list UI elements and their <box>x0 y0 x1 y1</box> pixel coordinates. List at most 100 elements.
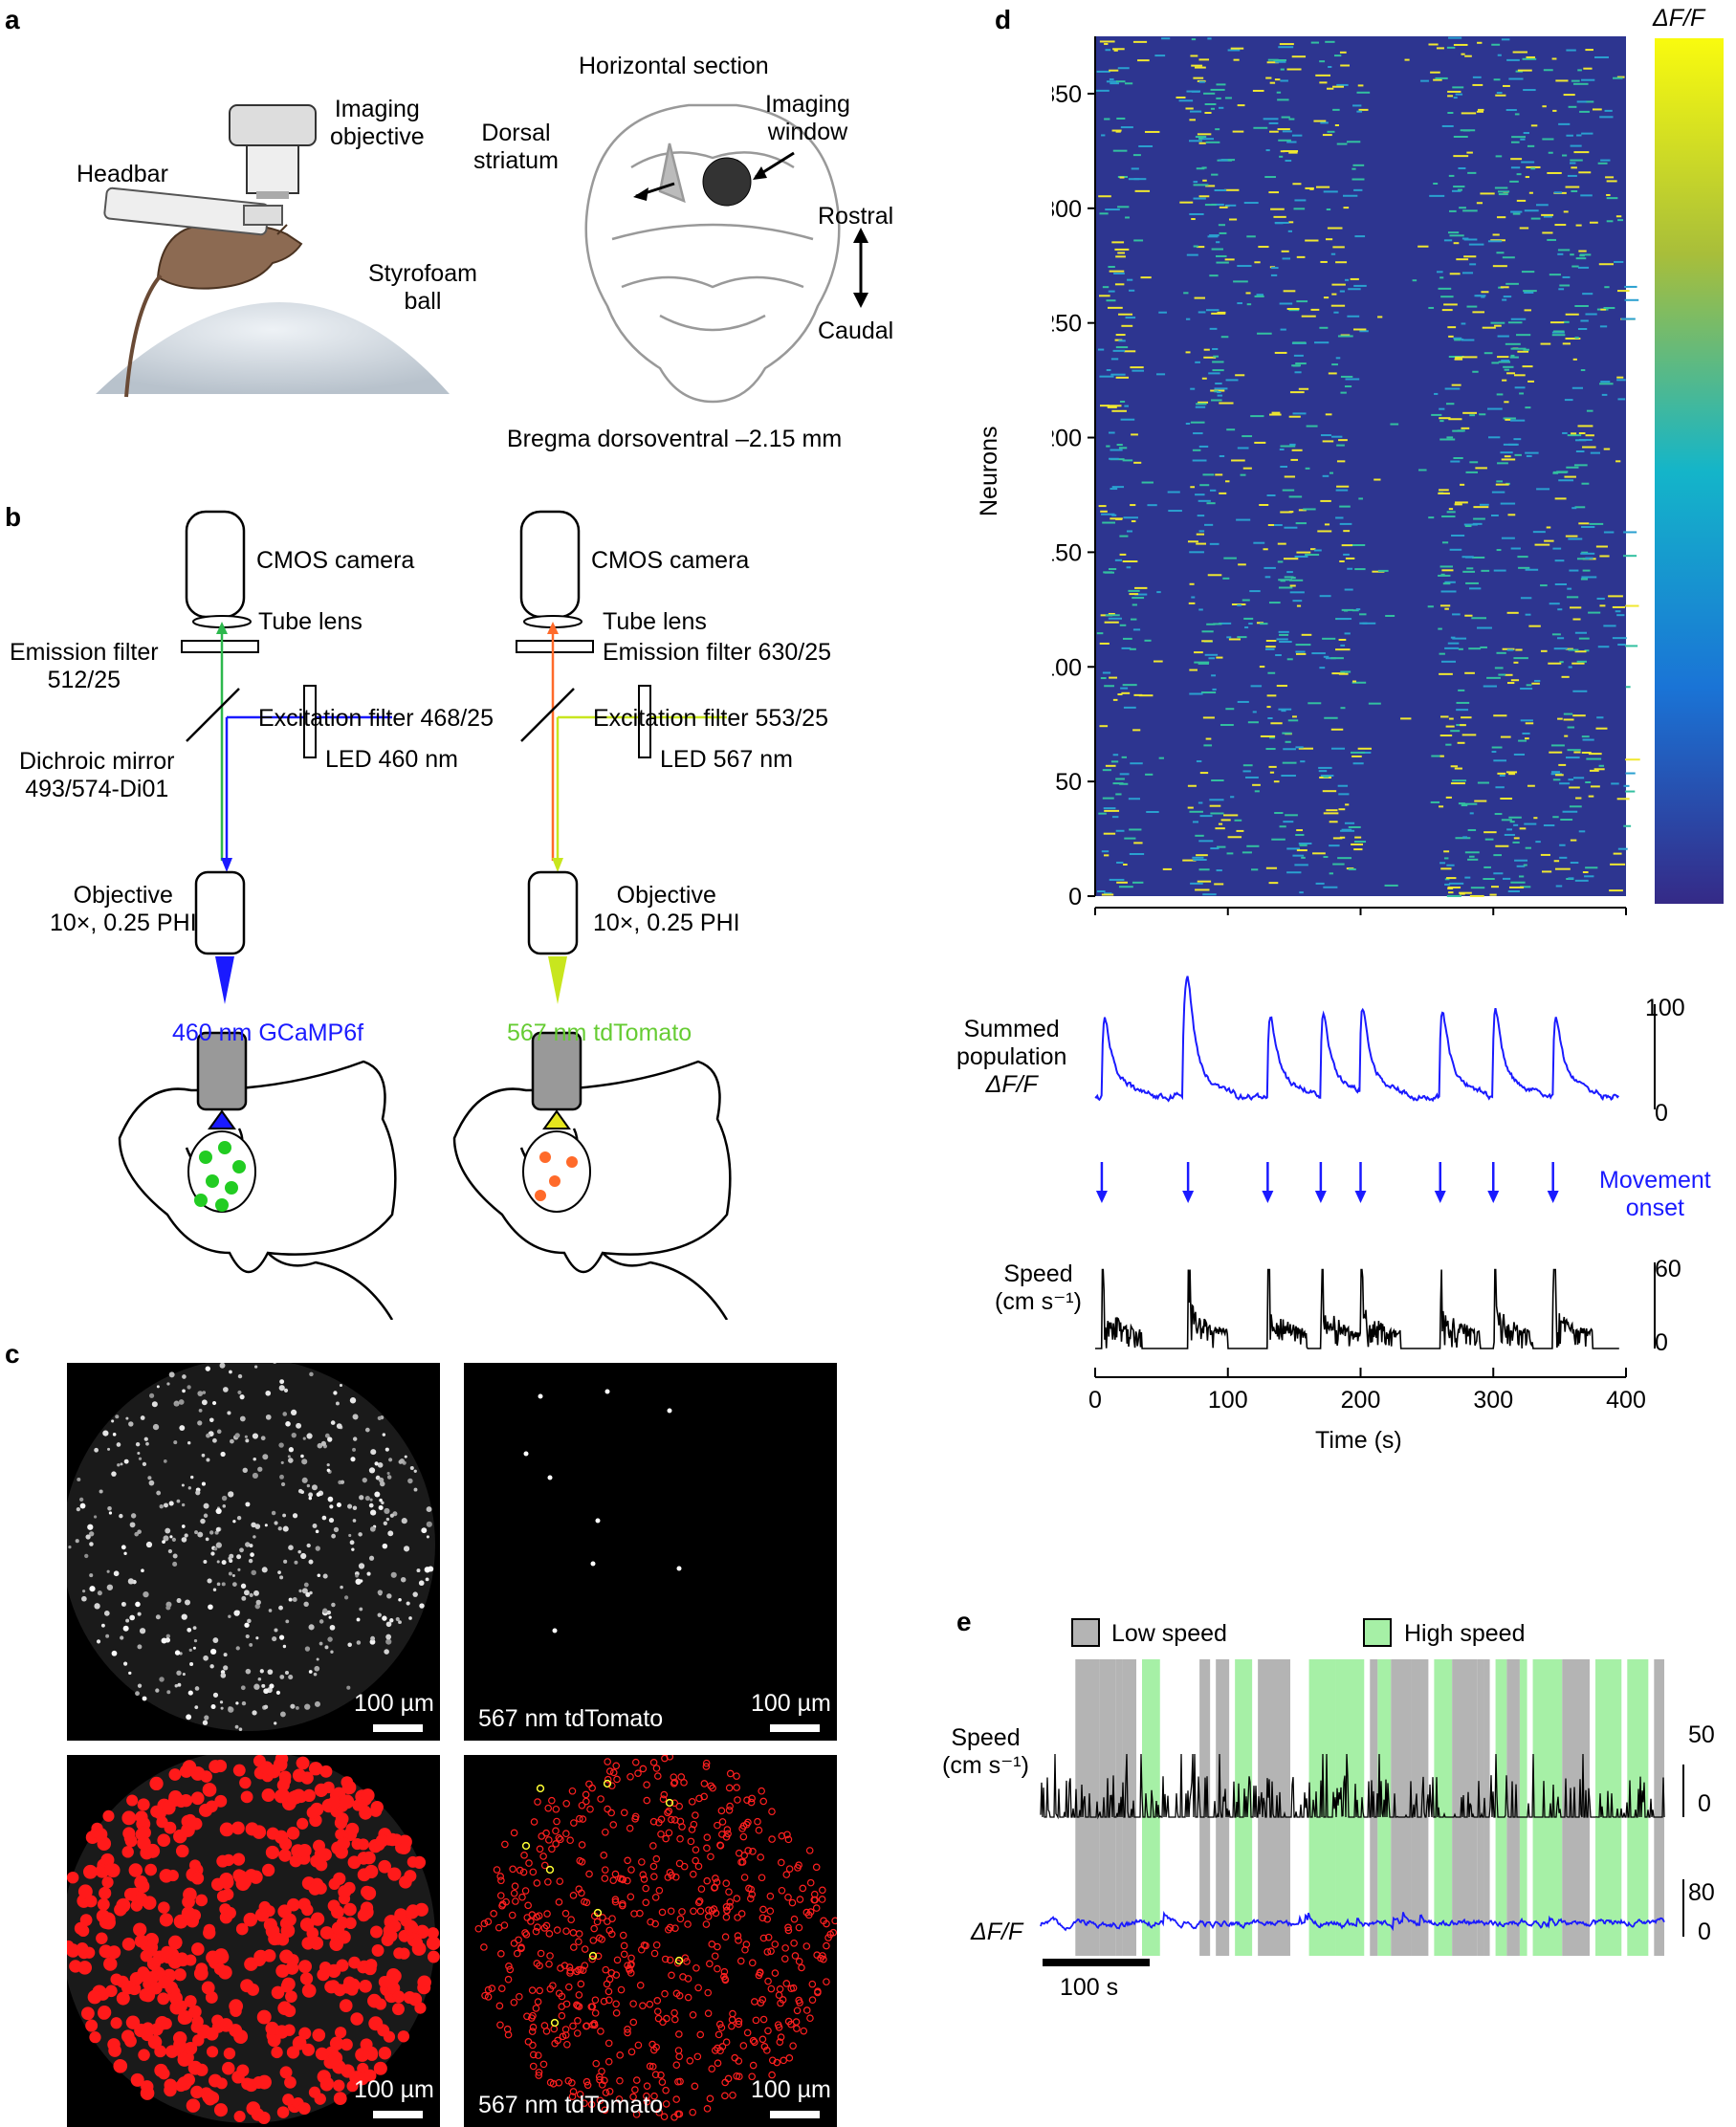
cell-mark <box>106 1584 114 1590</box>
heatmap-cell <box>1228 218 1238 221</box>
heatmap-cell <box>1132 369 1144 372</box>
heatmap-cell <box>1464 525 1472 528</box>
heatmap-cell <box>1444 581 1456 583</box>
roi-circle <box>768 1808 776 1816</box>
cell-mark <box>121 1846 134 1858</box>
movement-onset-arrowhead <box>1095 1191 1108 1203</box>
heatmap-cell <box>1123 864 1128 866</box>
roi-circle <box>788 1898 797 1907</box>
heatmap-cell <box>1530 217 1541 220</box>
heatmap-cell <box>1315 186 1330 188</box>
cell-mark <box>245 1438 250 1443</box>
heatmap-cell <box>1524 822 1537 825</box>
cell-mark <box>421 1527 428 1534</box>
heatmap-cell <box>1345 803 1350 806</box>
roi-circle <box>714 1964 721 1973</box>
roi-circle <box>657 2071 665 2079</box>
heatmap-cell <box>1453 43 1468 46</box>
roi-circle <box>653 1772 662 1780</box>
cell-mark <box>394 1908 407 1921</box>
heatmap-cell <box>1495 94 1506 97</box>
left-dichroic-label-1: Dichroic mirror <box>19 748 175 775</box>
roi-circle <box>660 2113 669 2121</box>
heatmap-cell <box>1319 326 1329 329</box>
heatmap-cell <box>1520 719 1533 722</box>
cell-mark <box>326 1610 332 1615</box>
cell-mark <box>319 1765 333 1778</box>
cell-mark <box>329 2036 344 2050</box>
heatmap-cell <box>1156 591 1161 594</box>
heatmap-cell <box>1351 178 1365 181</box>
heatmap-cell <box>1220 336 1229 339</box>
heatmap-cell <box>1541 213 1554 216</box>
heatmap-cell <box>1462 209 1478 212</box>
cell-mark <box>162 1540 165 1545</box>
left-tube-lens-label: Tube lens <box>258 608 363 635</box>
cell-mark <box>386 1471 390 1476</box>
heatmap-cell <box>1585 866 1598 869</box>
cell-mark <box>261 1863 275 1877</box>
heatmap-cell <box>1503 296 1512 298</box>
heatmap-cell <box>1315 74 1331 77</box>
heatmap-cell <box>1494 324 1502 327</box>
heatmap-cell <box>1282 761 1297 764</box>
right-objective-icon <box>527 870 579 955</box>
heatmap-cell <box>1351 843 1364 845</box>
cell-mark <box>408 1616 412 1620</box>
cell-mark <box>79 1502 86 1509</box>
heatmap-cell <box>1385 614 1395 617</box>
cell-mark <box>188 1648 192 1653</box>
cell-mark <box>155 1688 160 1693</box>
heatmap-cell <box>1289 443 1296 446</box>
heatmap-cell <box>1279 825 1286 828</box>
heatmap-cell <box>1296 255 1306 258</box>
cell-mark <box>232 1520 236 1524</box>
heatmap-cell <box>1219 159 1228 162</box>
heatmap-cell <box>1288 151 1298 154</box>
heatmap-cell <box>1622 555 1637 558</box>
heatmap-cell <box>1276 638 1288 641</box>
heatmap-cell <box>1335 516 1344 519</box>
cell-mark <box>300 1552 307 1560</box>
heatmap-cell <box>1130 504 1136 507</box>
heatmap-cell <box>1547 171 1562 174</box>
heatmap-cell <box>1236 518 1251 521</box>
heatmap-cell <box>1329 821 1338 823</box>
heatmap-cell <box>1447 326 1457 329</box>
cell-mark <box>234 1433 240 1438</box>
cell-mark <box>398 1459 403 1464</box>
heatmap-ytick-label: 200 <box>1052 426 1082 452</box>
heatmap-cell <box>1254 790 1260 793</box>
roi-circle <box>694 1984 702 1992</box>
cell-mark <box>286 1827 300 1840</box>
heatmap-cell <box>1490 321 1505 324</box>
cell-mark <box>244 1869 258 1882</box>
scale-bar-3 <box>373 2111 423 2118</box>
heatmap-cell <box>1323 776 1329 778</box>
heatmap-cell <box>1578 432 1586 435</box>
cell-mark <box>263 1704 269 1710</box>
e-dff-trace <box>1040 1910 1665 1932</box>
cell-mark <box>82 1590 86 1593</box>
heatmap-cell <box>1358 497 1363 500</box>
heatmap-cell <box>1580 369 1586 372</box>
cell-mark <box>308 1492 313 1498</box>
roi-circle <box>743 2028 752 2037</box>
cell-mark <box>283 1559 288 1564</box>
cell-mark <box>324 1645 329 1650</box>
roi-circle <box>764 1933 773 1941</box>
heatmap-cell <box>1247 721 1259 724</box>
movement-label-2: onset <box>1625 1194 1684 1221</box>
cell-mark <box>174 1402 179 1406</box>
heatmap-cell <box>1112 698 1118 701</box>
cell-mark <box>359 1607 363 1612</box>
heatmap-cell <box>1586 757 1602 760</box>
heatmap-cell <box>1613 77 1623 79</box>
heatmap-cell <box>1339 522 1352 525</box>
roi-circle <box>497 1876 505 1885</box>
cell-mark <box>347 1855 362 1870</box>
roi-circle <box>755 1971 763 1980</box>
roi-circle <box>629 2000 637 2007</box>
roi-circle <box>649 1862 658 1871</box>
cell-mark <box>154 2063 168 2077</box>
